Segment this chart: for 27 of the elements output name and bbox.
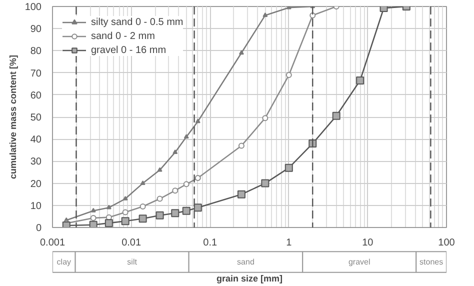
y-tick-label: 60: [30, 90, 42, 102]
x-tick-label: 0.01: [122, 238, 142, 248]
x-tick-label: 0.1: [203, 238, 218, 248]
text: gravel: [348, 258, 370, 266]
y-tick-label: 10: [30, 200, 42, 212]
y-tick-label: 20: [30, 178, 42, 190]
y-tick-label: 80: [30, 46, 42, 58]
legend-label: gravel 0 - 16 mm: [91, 44, 166, 56]
text: stones: [420, 258, 444, 266]
y-tick-label: 30: [30, 156, 42, 168]
text: clay: [56, 258, 72, 266]
x-tick-label: 1: [286, 238, 292, 248]
x-tick-label: 0.001: [40, 238, 66, 248]
x-axis-title: grain size [mm]: [216, 274, 283, 284]
text: silt: [127, 258, 138, 266]
y-tick-label: 50: [30, 112, 42, 124]
y-tick-label: 70: [30, 68, 42, 80]
y-tick-label: 0: [36, 223, 42, 234]
y-tick-label: 100: [24, 2, 42, 13]
legend-label: sand 0 - 2 mm: [91, 30, 155, 42]
y-tick-label: 40: [30, 134, 42, 146]
text: sand: [237, 258, 254, 266]
legend-label: silty sand 0 - 0.5 mm: [91, 16, 184, 28]
x-tick-label: 100: [438, 238, 456, 248]
y-tick-label: 90: [30, 24, 42, 36]
x-tick-label: 10: [362, 238, 374, 248]
y-axis-title: cumulative mass content [%]: [8, 54, 18, 180]
